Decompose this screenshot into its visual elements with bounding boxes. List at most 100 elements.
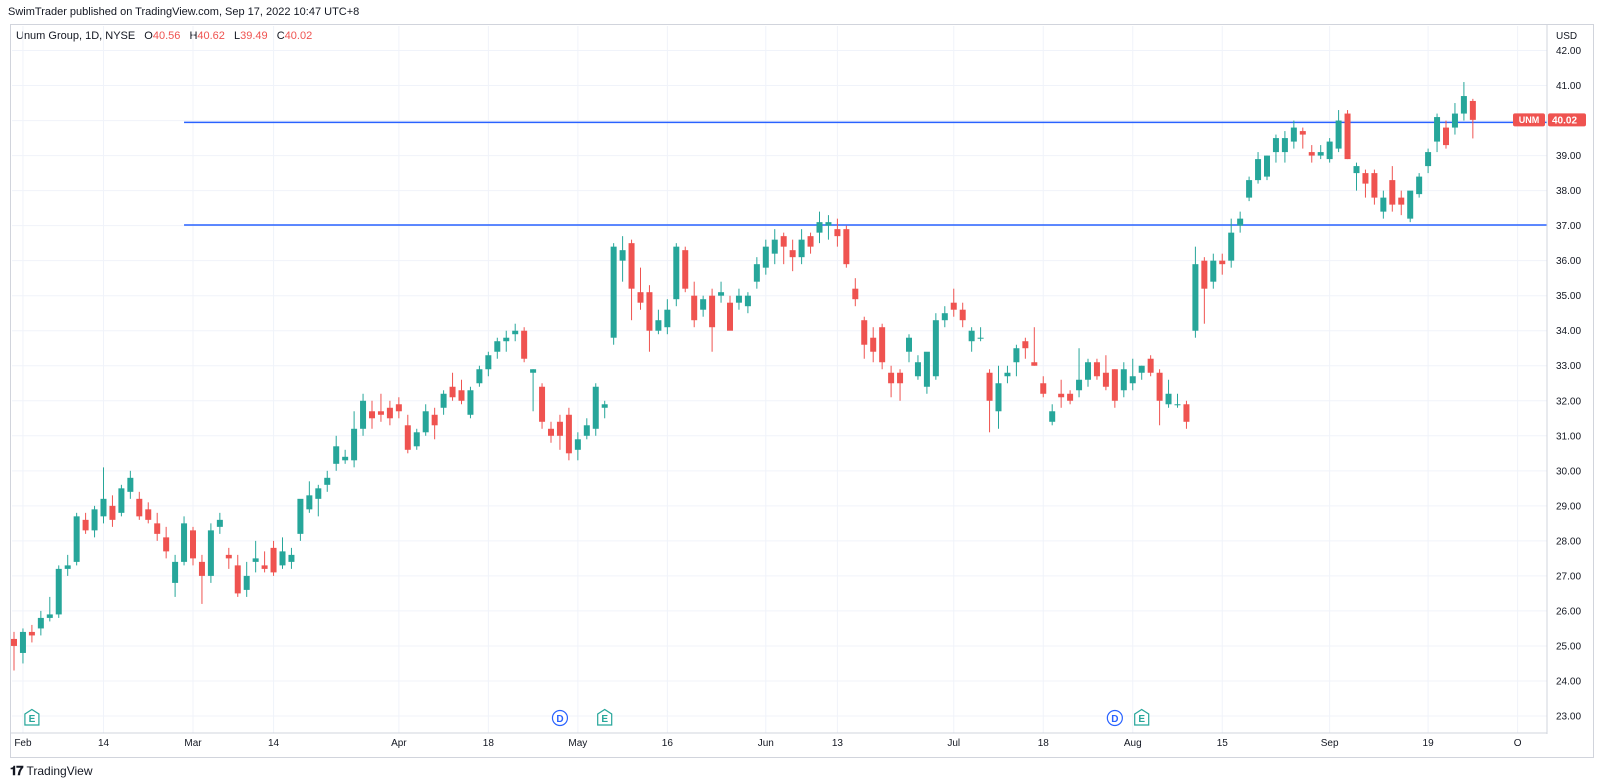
candle xyxy=(1451,103,1458,135)
candle xyxy=(37,610,44,636)
candle xyxy=(306,481,313,513)
candle xyxy=(888,365,895,398)
candle xyxy=(718,281,725,303)
y-tick-label: 36.00 xyxy=(1556,256,1581,267)
candle xyxy=(1308,145,1315,163)
candle xyxy=(1031,327,1038,366)
tradingview-logo-icon: 𝟏𝟕 xyxy=(10,763,24,778)
legend-high-value: 40.62 xyxy=(197,30,225,42)
candle-body xyxy=(861,320,868,345)
candle xyxy=(1228,218,1235,268)
candle xyxy=(1013,344,1020,377)
candle-body xyxy=(986,372,993,401)
candle-body xyxy=(906,337,912,352)
candle-body xyxy=(601,404,608,408)
earnings-marker[interactable]: E xyxy=(597,708,613,726)
candle-body xyxy=(968,330,975,342)
candle-body xyxy=(1380,197,1387,212)
candle xyxy=(727,295,733,331)
dividend-marker[interactable]: D xyxy=(1106,709,1123,727)
candle-body xyxy=(1004,372,1011,377)
candle xyxy=(735,288,742,310)
y-tick-label: 41.00 xyxy=(1556,81,1581,92)
candle-body xyxy=(207,530,214,576)
candle xyxy=(154,512,161,541)
candle xyxy=(1049,404,1056,426)
candle-body xyxy=(503,337,510,342)
candle-body xyxy=(512,330,519,335)
candle xyxy=(1183,400,1190,429)
candle-body xyxy=(932,320,939,377)
candle-body xyxy=(1255,159,1262,181)
candle xyxy=(1111,369,1118,408)
candle xyxy=(771,229,778,265)
candle-body xyxy=(279,551,286,566)
candle xyxy=(324,470,331,492)
candle-body xyxy=(1308,152,1315,156)
candle xyxy=(1076,348,1083,398)
candle xyxy=(234,554,241,597)
y-tick-label: 26.00 xyxy=(1556,606,1581,617)
candle xyxy=(539,383,546,429)
candle xyxy=(386,400,393,426)
candle xyxy=(816,211,823,244)
candle xyxy=(592,383,599,436)
candle-body xyxy=(995,383,1002,412)
candle-body xyxy=(923,351,930,387)
candle xyxy=(583,418,590,440)
candle-body xyxy=(333,446,340,464)
candle-body xyxy=(1022,341,1029,349)
candle xyxy=(852,278,859,307)
candle-body xyxy=(1237,218,1244,226)
y-tick-label: 39.00 xyxy=(1556,151,1581,162)
candle xyxy=(1398,190,1405,216)
candle xyxy=(1040,376,1047,398)
candle-body xyxy=(1067,393,1074,401)
candle-body xyxy=(539,386,546,422)
candle-body xyxy=(1344,113,1351,160)
candle-body xyxy=(377,411,384,415)
candle xyxy=(360,393,367,436)
price-axis[interactable]: USD 23.00 24.00 25.00 26.00 27.00 28.00 29.00 3… xyxy=(1546,24,1581,734)
candle xyxy=(610,243,617,345)
candle xyxy=(82,512,89,534)
candle xyxy=(798,229,805,265)
time-axis[interactable]: Feb 14 Mar 14 Apr 18 May 16 Jun 13 Jul 18 Aug 15 Sep 19… xyxy=(10,732,1547,749)
earnings-marker[interactable]: E xyxy=(1134,708,1150,726)
candle xyxy=(261,551,268,573)
candle xyxy=(762,239,769,275)
candle xyxy=(789,239,796,272)
candle xyxy=(207,523,214,583)
candle-body xyxy=(521,330,528,359)
candle-body xyxy=(55,568,62,615)
earnings-marker[interactable]: E xyxy=(24,708,40,726)
x-tick-label: 15 xyxy=(1217,738,1229,749)
candle-body xyxy=(1371,173,1378,198)
candle-body xyxy=(351,428,358,461)
candle-body xyxy=(1156,372,1163,401)
candle xyxy=(503,330,510,352)
candle xyxy=(744,292,751,314)
candle-body xyxy=(225,554,232,559)
candle xyxy=(619,236,626,282)
publish-line: SwimTrader published on TradingView.com,… xyxy=(8,6,360,18)
candle-body xyxy=(1129,376,1136,384)
candle xyxy=(780,232,787,265)
candle-body xyxy=(64,565,71,569)
candle-body xyxy=(1165,393,1172,405)
horizontal-lines[interactable] xyxy=(184,121,1547,226)
candle-body xyxy=(628,243,635,289)
x-tick-label: Jul xyxy=(947,738,960,749)
candle-body xyxy=(181,523,188,562)
legend-open-value: 40.56 xyxy=(152,30,181,42)
tradingview-logo[interactable]: 𝟏𝟕 TradingView xyxy=(10,763,93,779)
candle-body xyxy=(914,362,921,377)
candle xyxy=(548,421,554,443)
candle xyxy=(1290,120,1297,149)
candle-body xyxy=(1201,260,1208,289)
dividend-marker[interactable]: D xyxy=(551,709,569,727)
candle xyxy=(485,351,492,377)
candle-body xyxy=(1317,152,1324,156)
